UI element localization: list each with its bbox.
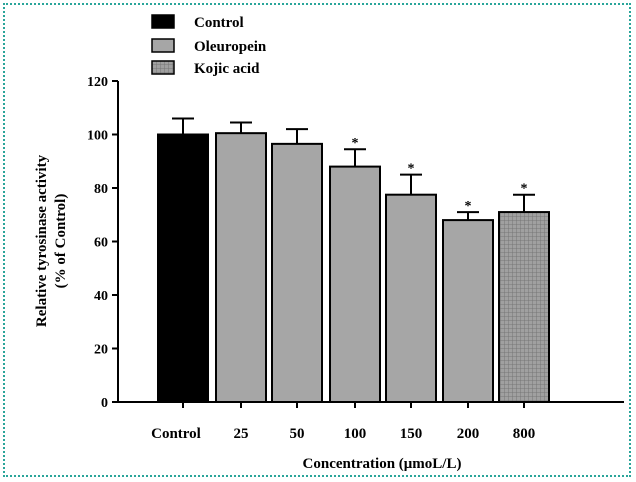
legend-swatch-kojic-acid xyxy=(151,60,175,75)
significance-marker: * xyxy=(465,199,472,214)
x-tick-label: 150 xyxy=(400,426,423,442)
y-tick-label: 120 xyxy=(87,75,108,90)
x-tick-label: Control xyxy=(151,426,201,442)
significance-marker: * xyxy=(408,162,415,177)
legend-label-control: Control xyxy=(194,15,244,31)
bar-150 xyxy=(385,193,437,403)
y-axis: 0 20 40 60 80 100 120 xyxy=(87,75,119,411)
legend-entry-kojic-acid: Kojic acid xyxy=(151,60,260,77)
legend-label-kojic-acid: Kojic acid xyxy=(194,61,260,77)
x-axis-title: Concentration (μmoL/L) xyxy=(303,456,462,472)
bar-control xyxy=(157,133,209,403)
y-tick-label: 80 xyxy=(94,182,108,197)
y-axis-title-line1: Relative tyrosinase activity xyxy=(34,154,50,327)
legend-entry-control: Control xyxy=(151,14,244,31)
y-tick-label: 40 xyxy=(94,289,108,304)
x-axis: Control 25 50 100 150 200 800 xyxy=(118,401,624,442)
legend-swatch-control xyxy=(151,14,175,29)
bar-100 xyxy=(329,165,381,403)
y-tick-label: 100 xyxy=(87,129,108,144)
y-axis-title-line2: (% of Control) xyxy=(53,194,69,289)
bar-200 xyxy=(442,219,494,403)
y-tick-label: 0 xyxy=(101,396,108,411)
legend-entry-oleuropein: Oleuropein xyxy=(151,38,267,55)
bars: * * * * xyxy=(157,117,550,404)
x-tick-label: 50 xyxy=(290,426,305,442)
significance-marker: * xyxy=(352,136,359,151)
x-tick-label: 800 xyxy=(513,426,536,442)
significance-marker: * xyxy=(521,182,528,197)
legend-label-oleuropein: Oleuropein xyxy=(194,39,267,55)
legend: Control Oleuropein Kojic acid xyxy=(151,14,267,77)
chart-frame xyxy=(3,3,631,477)
x-tick-label: 100 xyxy=(344,426,367,442)
legend-swatch-oleuropein xyxy=(151,38,175,53)
x-tick-label: 25 xyxy=(234,426,249,442)
y-tick-label: 20 xyxy=(94,343,108,358)
bar-50 xyxy=(271,142,323,404)
bar-25 xyxy=(215,132,267,403)
bar-800 xyxy=(498,211,550,403)
x-tick-label: 200 xyxy=(457,426,480,442)
y-tick-label: 60 xyxy=(94,236,108,251)
